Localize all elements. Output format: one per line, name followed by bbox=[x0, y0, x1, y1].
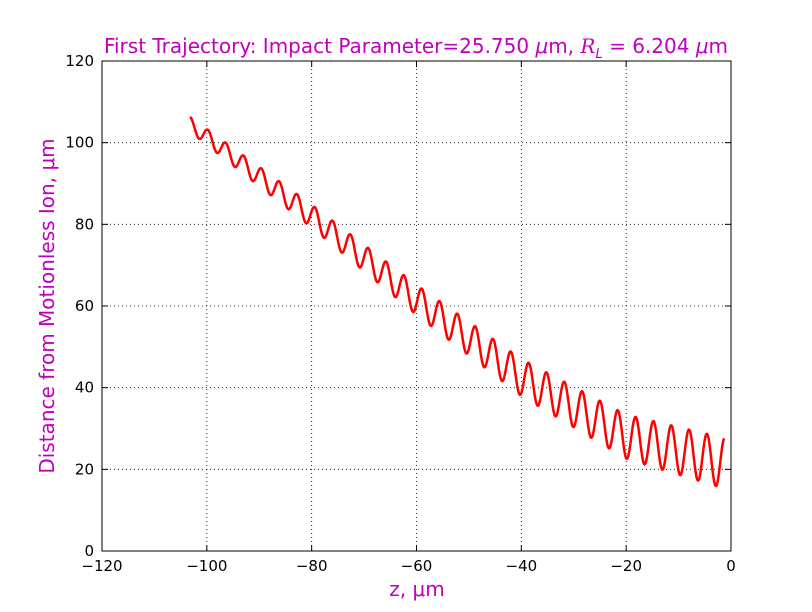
x-tick-label: −40 bbox=[506, 557, 538, 575]
y-axis-label: Distance from Motionless Ion, μm bbox=[35, 138, 59, 473]
y-tick-label: 100 bbox=[65, 134, 94, 152]
x-tick-label: −20 bbox=[610, 557, 642, 575]
y-tick-label: 20 bbox=[75, 460, 94, 478]
x-tick-label: 0 bbox=[726, 557, 736, 575]
y-tick-label: 120 bbox=[65, 52, 94, 70]
axis-ticks: −120 −100 −80 −60 −40 −20 0 0 20 40 60 80 100 120 bbox=[65, 52, 735, 575]
trajectory-line bbox=[189, 116, 726, 488]
y-tick-label: 0 bbox=[84, 542, 94, 560]
x-tick-label: −60 bbox=[401, 557, 433, 575]
y-tick-label: 80 bbox=[75, 215, 94, 233]
x-tick-label: −100 bbox=[186, 557, 227, 575]
x-tick-label: −120 bbox=[81, 557, 122, 575]
series-layer bbox=[189, 116, 726, 488]
grid-lines bbox=[102, 61, 731, 551]
x-axis-label: z, μm bbox=[389, 577, 444, 601]
y-tick-label: 60 bbox=[75, 297, 94, 315]
y-tick-label: 40 bbox=[75, 379, 94, 397]
x-tick-label: −80 bbox=[296, 557, 328, 575]
chart-title: First Trajectory: Impact Parameter=25.75… bbox=[104, 34, 728, 62]
